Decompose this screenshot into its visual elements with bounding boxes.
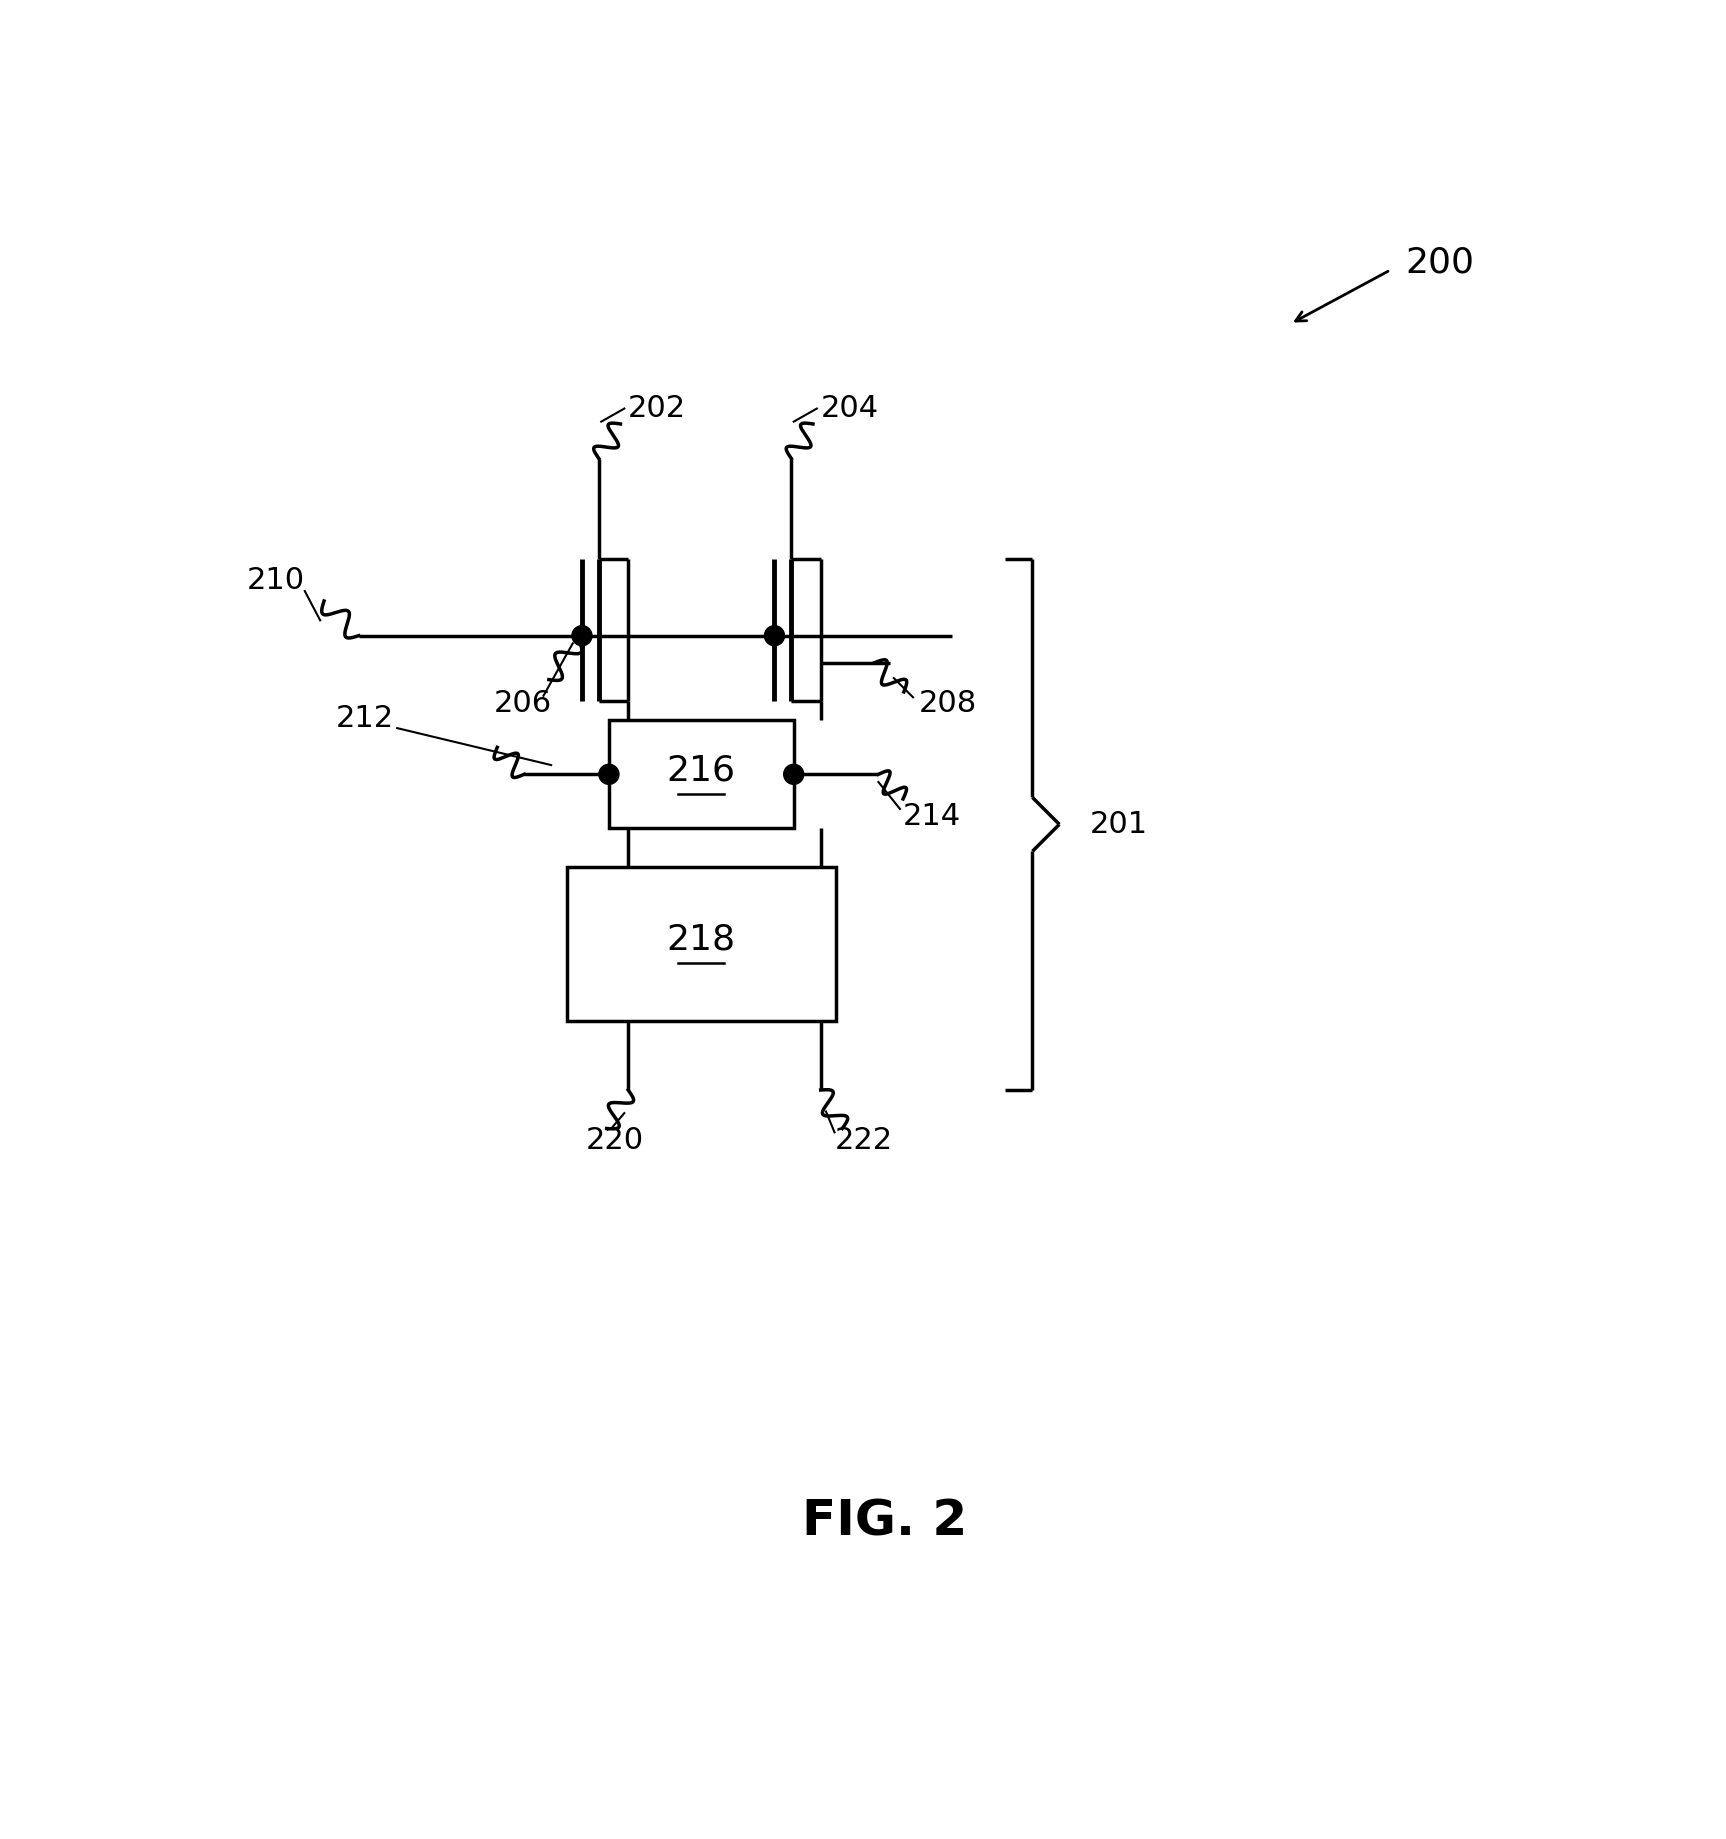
Text: 210: 210: [247, 566, 306, 594]
Text: 218: 218: [666, 923, 735, 956]
Text: 208: 208: [920, 690, 977, 717]
Text: 220: 220: [585, 1125, 644, 1155]
Bar: [609, 721, 794, 828]
Circle shape: [784, 765, 804, 783]
Text: 200: 200: [1407, 245, 1474, 280]
Text: 201: 201: [1091, 809, 1148, 839]
Circle shape: [571, 625, 592, 645]
Text: 202: 202: [628, 394, 687, 423]
Circle shape: [765, 625, 785, 645]
Text: 214: 214: [903, 802, 961, 831]
Text: FIG. 2: FIG. 2: [803, 1497, 967, 1545]
Circle shape: [599, 765, 620, 783]
Text: 212: 212: [335, 704, 394, 734]
Bar: [566, 866, 835, 1021]
Text: 216: 216: [666, 754, 735, 787]
Text: 204: 204: [820, 394, 879, 423]
Text: 206: 206: [494, 690, 552, 717]
Text: 222: 222: [835, 1125, 892, 1155]
